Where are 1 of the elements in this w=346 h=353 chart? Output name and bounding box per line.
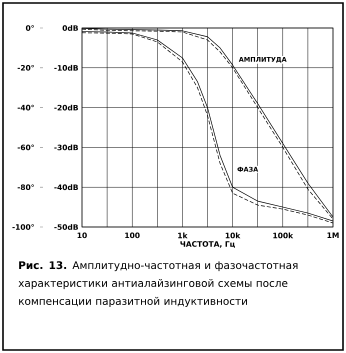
text: Рис. 13. Амплитудно-частотная и фазочастотная характеристики антиалайзинговой схемы после компенсации паразитной индуктивности bbox=[18, 261, 298, 307]
